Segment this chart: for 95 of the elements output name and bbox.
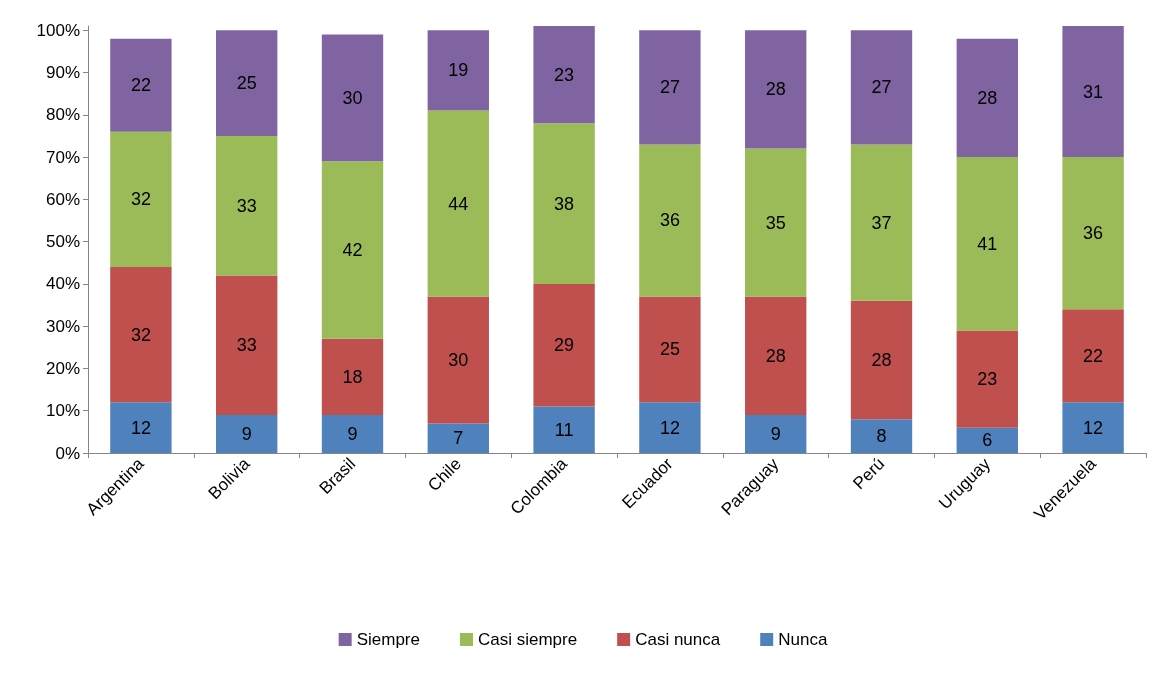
data-label: 28: [765, 345, 786, 366]
data-label: 12: [659, 417, 680, 438]
data-label: 36: [1083, 223, 1104, 244]
bar: [745, 30, 807, 149]
bar: [1062, 157, 1124, 310]
bar: [216, 30, 278, 136]
data-label: 9: [241, 423, 252, 444]
bar: [427, 30, 489, 111]
y-tick-label: 40%: [45, 274, 80, 294]
bar: [533, 123, 595, 284]
bar: [216, 275, 278, 415]
bar: [216, 135, 278, 276]
data-label: 9: [770, 423, 781, 444]
bar: [850, 30, 913, 145]
bar: [1062, 26, 1124, 158]
bar: [533, 283, 595, 407]
data-label: 44: [448, 193, 469, 214]
data-label: 23: [554, 64, 575, 85]
data-label: 9: [347, 423, 358, 444]
data-label: 42: [342, 240, 363, 261]
bar: [321, 338, 384, 415]
data-label: 28: [977, 87, 998, 108]
bar: [639, 30, 701, 145]
data-label: 12: [130, 417, 151, 438]
y-tick-label: 100%: [36, 20, 80, 40]
data-label: 30: [342, 87, 363, 108]
y-tick-label: 10%: [45, 401, 80, 421]
bar: [956, 427, 1018, 453]
bar: [533, 26, 595, 124]
bar: [956, 38, 1018, 158]
bar: [110, 38, 172, 132]
data-label: 35: [765, 212, 786, 233]
data-label: 7: [453, 428, 464, 449]
bar: [745, 148, 807, 297]
data-label: 28: [871, 349, 892, 370]
data-label: 12: [1083, 417, 1104, 438]
data-label: 6: [982, 430, 993, 451]
y-tick-label: 80%: [45, 105, 80, 125]
data-label: 36: [659, 210, 680, 231]
bar: [850, 144, 913, 301]
legend-label: Siempre: [356, 630, 420, 649]
bar: [956, 157, 1018, 331]
bar: [639, 296, 701, 403]
y-tick-label: 30%: [45, 316, 80, 336]
data-label: 37: [871, 212, 892, 233]
bar: [1062, 402, 1124, 453]
data-label: 8: [876, 426, 887, 447]
legend-label: Casi nunca: [635, 630, 721, 649]
data-label: 30: [448, 349, 469, 370]
y-tick-label: 60%: [45, 189, 80, 209]
data-label: 22: [130, 75, 151, 96]
bar: [427, 296, 489, 424]
data-label: 27: [871, 77, 892, 98]
bar: [110, 131, 172, 267]
y-tick-label: 70%: [45, 147, 80, 167]
data-label: 11: [554, 419, 574, 440]
data-label: 22: [1083, 345, 1104, 366]
bar: [427, 423, 489, 453]
data-label: 31: [1083, 81, 1104, 102]
y-tick-label: 90%: [45, 63, 80, 82]
legend-label: Casi siempre: [477, 630, 578, 649]
bar: [321, 414, 384, 453]
data-label: 23: [977, 369, 998, 390]
data-label: 29: [554, 335, 575, 356]
bar: [216, 414, 278, 453]
bar: [745, 296, 807, 415]
data-label: 38: [554, 193, 575, 214]
data-label: 28: [765, 79, 786, 100]
bar: [110, 402, 172, 453]
data-label: 32: [130, 189, 151, 210]
data-label: 25: [236, 73, 257, 94]
bar: [850, 300, 913, 420]
y-tick-label: 20%: [45, 358, 80, 378]
bar: [110, 266, 172, 403]
bar: [427, 110, 489, 297]
data-label: 41: [977, 233, 998, 254]
bar: [321, 34, 384, 162]
data-label: 19: [448, 60, 469, 81]
data-label: 33: [236, 335, 257, 356]
data-label: 25: [659, 339, 680, 360]
data-label: 33: [236, 195, 257, 216]
y-tick-label: 50%: [45, 232, 80, 252]
y-tick-label: 0%: [55, 443, 80, 463]
data-label: 18: [342, 366, 363, 387]
bar: [639, 144, 701, 297]
legend-label: Nunca: [778, 630, 828, 649]
bar: [850, 419, 913, 453]
bar: [533, 406, 595, 453]
bar: [956, 330, 1018, 428]
bar: [1062, 309, 1124, 403]
data-label: 32: [130, 324, 151, 345]
data-label: 27: [659, 77, 680, 98]
bar: [639, 402, 701, 453]
bar: [321, 161, 384, 339]
bar: [745, 414, 807, 453]
